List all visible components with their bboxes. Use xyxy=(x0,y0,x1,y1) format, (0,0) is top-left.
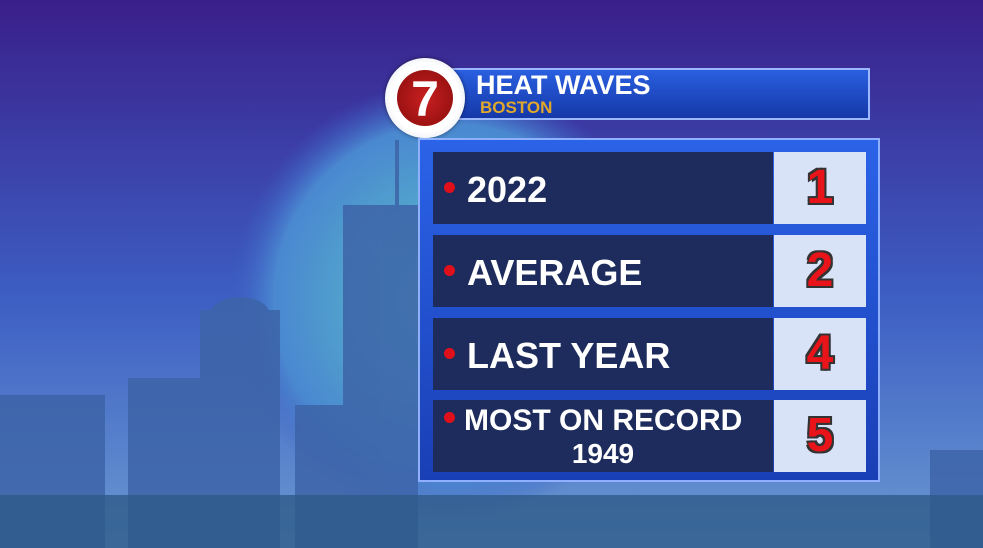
bullet xyxy=(444,182,455,193)
bullet xyxy=(444,265,455,276)
row-background xyxy=(433,235,773,307)
title: HEAT WAVES xyxy=(476,70,651,100)
row-value: 1 xyxy=(774,152,866,224)
row-label: AVERAGE xyxy=(467,252,643,293)
row-background xyxy=(433,400,773,472)
row-value: 4 xyxy=(774,318,866,390)
row-label: LAST YEAR xyxy=(467,335,671,376)
bullet xyxy=(444,348,455,359)
row-note: 1949 xyxy=(571,438,635,469)
row-label: 2022 xyxy=(467,169,548,210)
row-label: MOST ON RECORD xyxy=(464,404,743,437)
row-background xyxy=(433,152,773,224)
logo-number: 7 xyxy=(397,70,453,127)
bullet xyxy=(444,412,455,423)
row-value: 5 xyxy=(774,400,866,472)
header-bar xyxy=(440,68,870,120)
row-background xyxy=(433,318,773,390)
row-value: 2 xyxy=(774,235,866,307)
subtitle: BOSTON xyxy=(480,98,553,117)
